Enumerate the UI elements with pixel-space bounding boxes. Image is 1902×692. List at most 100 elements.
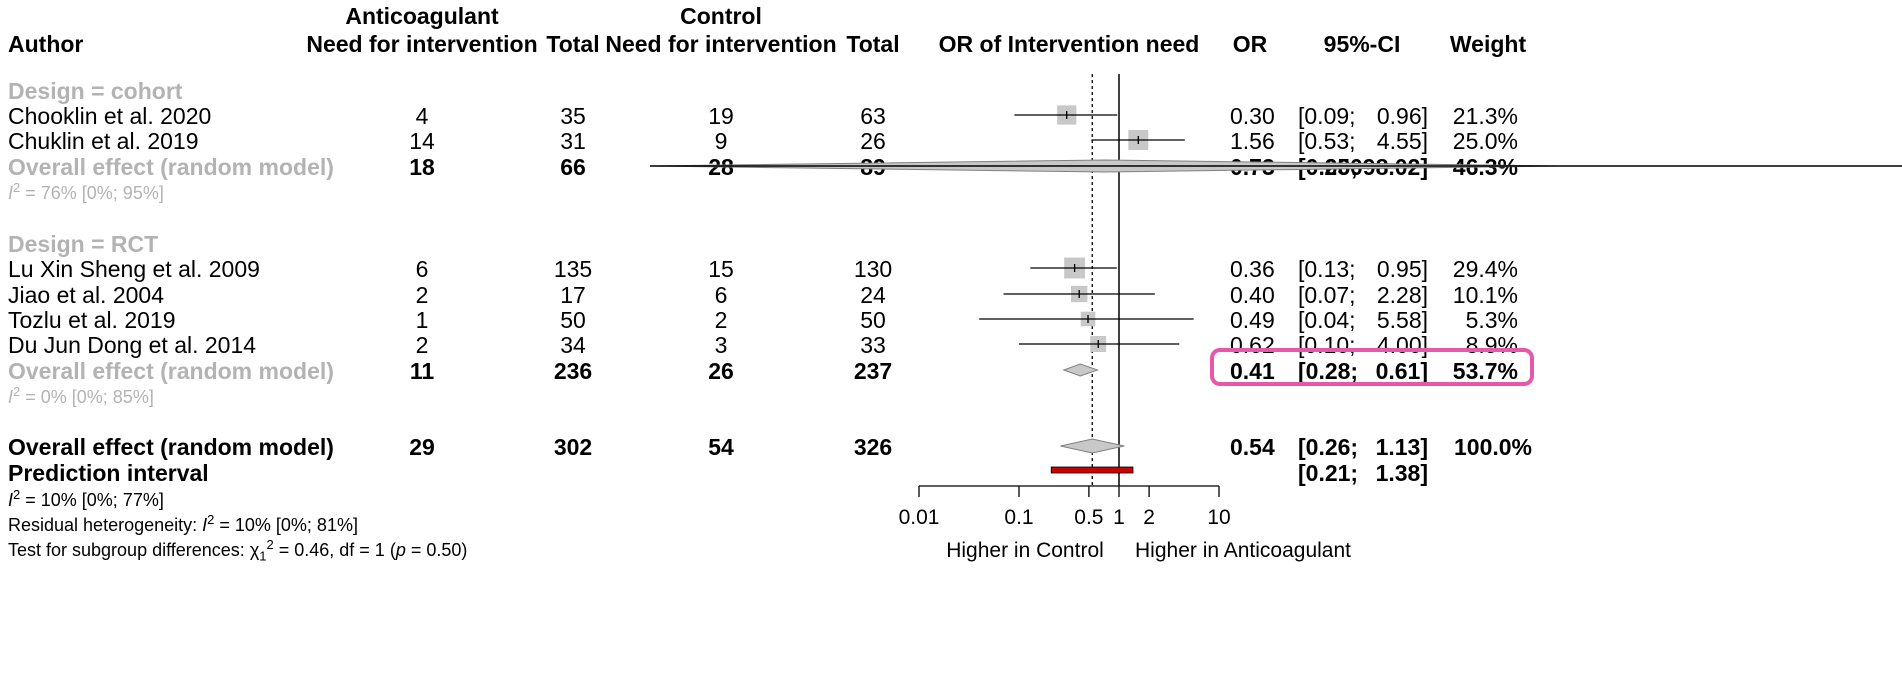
study-or: 0.49 (1230, 307, 1275, 333)
overall-label: Overall effect (random model) (8, 434, 334, 460)
study-events-anti: 1 (415, 307, 429, 333)
overall-events-anti: 29 (409, 434, 435, 460)
subgroup-diamond (1062, 363, 1100, 377)
study-total-anti: 34 (560, 332, 586, 358)
subgroup-overall-ci-high: 0.61] (1375, 358, 1428, 384)
study-ci-low: [0.13; (1298, 256, 1356, 282)
overall-weight: 100.0% (1453, 434, 1532, 460)
study-events-anti: 6 (415, 256, 429, 282)
study-or: 1.56 (1230, 128, 1275, 154)
study-ci-high: 4.00] (1376, 332, 1428, 358)
study-weight: 10.1% (1452, 282, 1518, 308)
residual-heterogeneity: Residual heterogeneity: I2 = 10% [0%; 81… (8, 512, 358, 535)
study-weight: 21.3% (1452, 103, 1518, 129)
study-weight: 29.4% (1452, 256, 1518, 282)
study-ci-low: [0.09; (1298, 103, 1356, 129)
xaxis-label-left: Higher in Control (946, 539, 1104, 562)
anticoagulant-total-header: Total (546, 31, 600, 57)
subgroup-overall-total-ctrl: 237 (853, 358, 893, 384)
study-ci-low: [0.07; (1298, 282, 1356, 308)
overall-or: 0.54 (1230, 434, 1275, 460)
study-events-ctrl: 15 (708, 256, 734, 282)
subgroup-overall-events-anti: 18 (409, 154, 435, 180)
plot-title: OR of Intervention need (938, 31, 1200, 57)
study-author: Jiao et al. 2004 (8, 282, 165, 308)
study-total-ctrl: 24 (860, 282, 886, 308)
study-weight: 25.0% (1452, 128, 1518, 154)
study-author: Lu Xin Sheng et al. 2009 (8, 256, 260, 282)
study-weight: 8.9% (1465, 332, 1518, 358)
study-author: Du Jun Dong et al. 2014 (8, 332, 257, 358)
overall-diamond (1060, 438, 1125, 454)
study-total-ctrl: 26 (860, 128, 886, 154)
study-total-anti: 35 (560, 103, 586, 129)
study-events-ctrl: 3 (714, 332, 728, 358)
control-total-header: Total (846, 31, 900, 57)
study-events-ctrl: 2 (714, 307, 728, 333)
prediction-ci-low: [0.21; (1298, 460, 1359, 486)
subgroup-heterogeneity: I2 = 0% [0%; 85%] (8, 384, 154, 407)
study-total-ctrl: 130 (853, 256, 893, 282)
xaxis-label-right: Higher in Anticoagulant (1135, 539, 1351, 562)
study-total-anti: 17 (560, 282, 586, 308)
study-weight: 5.3% (1465, 307, 1518, 333)
col-ci-header: 95%-CI (1323, 31, 1401, 57)
study-events-ctrl: 19 (708, 103, 734, 129)
study-total-ctrl: 33 (860, 332, 886, 358)
overall-ci-high: 1.13] (1375, 434, 1428, 460)
subgroup-overall-events-anti: 11 (409, 358, 435, 384)
subgroup-overall-label: Overall effect (random model) (8, 154, 334, 180)
study-author: Tozlu et al. 2019 (8, 307, 176, 333)
x-axis-tick-label: 2 (1143, 506, 1155, 529)
prediction-ci-high: 1.38] (1375, 460, 1428, 486)
subgroup-overall-total-anti: 66 (560, 154, 586, 180)
study-or: 0.36 (1230, 256, 1275, 282)
study-ci-high: 2.28] (1376, 282, 1428, 308)
study-author: Chooklin et al. 2020 (8, 103, 212, 129)
study-events-anti: 2 (415, 332, 429, 358)
study-ci-low: [0.10; (1298, 332, 1356, 358)
prediction-interval-bar (1050, 466, 1134, 474)
study-events-anti: 14 (409, 128, 435, 154)
study-ci-high: 4.55] (1376, 128, 1428, 154)
study-total-ctrl: 63 (860, 103, 886, 129)
study-author: Chuklin et al. 2019 (8, 128, 199, 154)
x-axis-tick-label: 0.5 (1074, 506, 1103, 529)
overall-heterogeneity: I2 = 10% [0%; 77%] (8, 487, 164, 510)
subgroup-overall-weight: 53.7% (1452, 358, 1518, 384)
x-axis-tick-label: 0.1 (1004, 506, 1033, 529)
study-or: 0.62 (1230, 332, 1275, 358)
subgroup-overall-total-anti: 236 (553, 358, 593, 384)
study-ci-high: 0.95] (1376, 256, 1428, 282)
subgroup-difference-test: Test for subgroup differences: χ12 = 0.4… (8, 537, 468, 564)
study-events-anti: 4 (415, 103, 429, 129)
study-total-anti: 50 (560, 307, 586, 333)
study-ci-low: [0.53; (1298, 128, 1356, 154)
study-total-ctrl: 50 (860, 307, 886, 333)
subgroup-overall-or: 0.41 (1230, 358, 1275, 384)
highlight-box (1210, 348, 1534, 386)
overall-ci-low: [0.26; (1298, 434, 1359, 460)
study-ci-high: 5.58] (1376, 307, 1428, 333)
subgroup-heterogeneity: I2 = 76% [0%; 95%] (8, 180, 164, 203)
col-weight-header: Weight (1449, 31, 1527, 57)
col-author-header: Author (8, 31, 84, 57)
control-need-header: Need for intervention (605, 31, 837, 57)
study-total-anti: 135 (553, 256, 593, 282)
study-events-ctrl: 6 (714, 282, 728, 308)
study-or: 0.40 (1230, 282, 1275, 308)
anticoagulant-need-header: Need for intervention (306, 31, 538, 57)
control-group-header: Control (680, 3, 762, 29)
subgroup-overall-events-ctrl: 26 (708, 358, 734, 384)
x-axis-tick-label: 1 (1113, 506, 1125, 529)
study-ci-high: 0.96] (1376, 103, 1428, 129)
overall-events-ctrl: 54 (708, 434, 734, 460)
study-ci-low: [0.04; (1298, 307, 1356, 333)
study-events-ctrl: 9 (714, 128, 728, 154)
x-axis-tick-label: 0.01 (899, 506, 940, 529)
subgroup-label-rct: Design = RCT (8, 231, 159, 257)
subgroup-overall-ci-low: [0.28; (1298, 358, 1359, 384)
overall-total-anti: 302 (553, 434, 593, 460)
subgroup-label-cohort: Design = cohort (8, 78, 183, 104)
